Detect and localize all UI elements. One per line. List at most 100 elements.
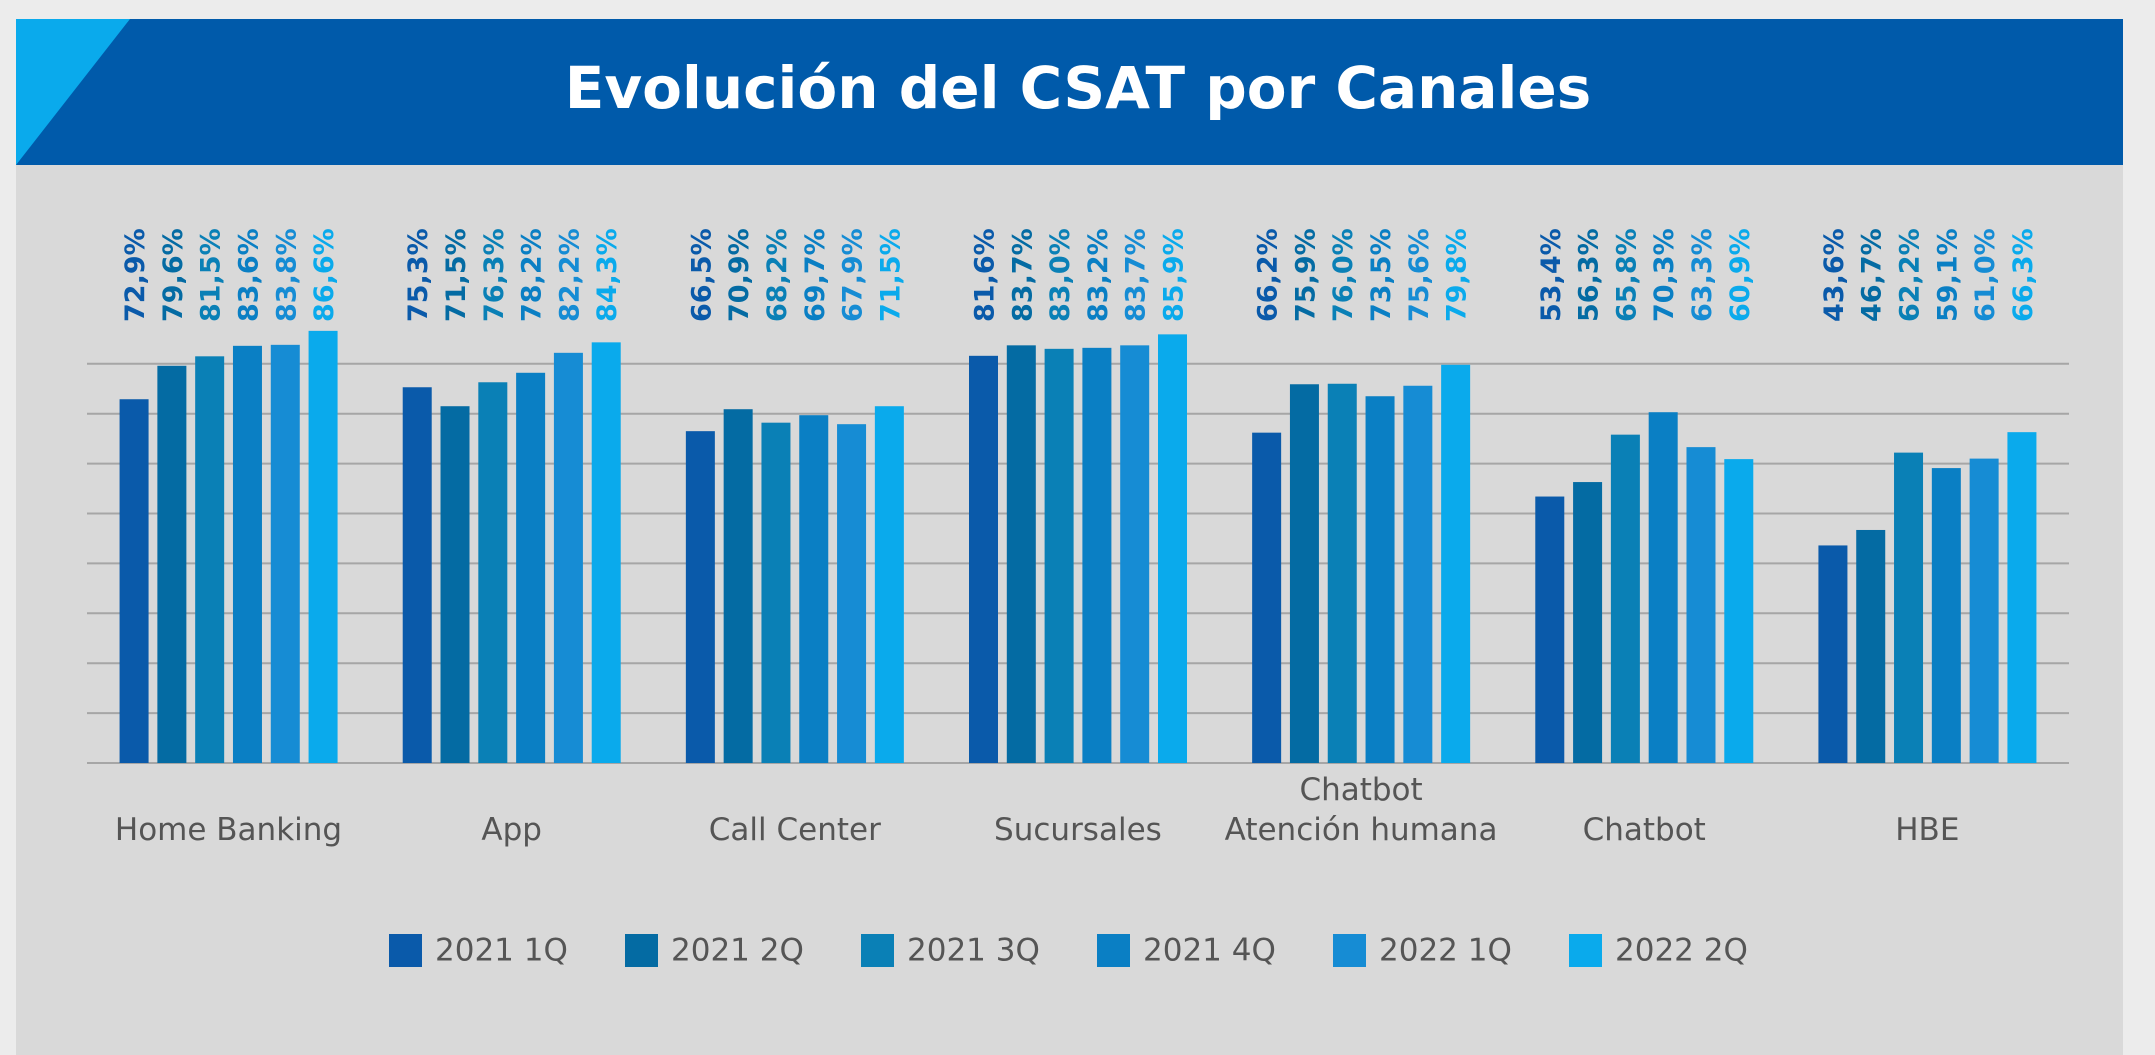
value-label: 76,3%: [479, 228, 510, 322]
legend-label: 2021 1Q: [435, 933, 568, 969]
bar: [1686, 447, 1716, 763]
bar: [1648, 412, 1678, 763]
bar: [1894, 452, 1924, 763]
bar: [723, 409, 753, 763]
value-label: 76,0%: [1328, 228, 1359, 322]
bar: [478, 382, 508, 763]
bar: [874, 406, 904, 763]
value-label: 63,3%: [1687, 228, 1718, 322]
bar: [1365, 396, 1395, 763]
value-label: 75,6%: [1404, 228, 1435, 322]
value-label: 71,5%: [875, 228, 906, 322]
value-label: 81,5%: [196, 228, 227, 322]
value-label: 60,9%: [1725, 228, 1756, 322]
bar: [440, 406, 470, 763]
bar: [1573, 482, 1603, 763]
value-label: 56,3%: [1574, 228, 1605, 322]
value-label: 66,5%: [686, 228, 717, 322]
bar: [232, 345, 262, 763]
bar: [1252, 432, 1282, 763]
x-tick-label: App: [481, 812, 542, 848]
legend-label: 2021 2Q: [671, 933, 804, 969]
value-label: 69,7%: [800, 228, 831, 322]
value-label: 78,2%: [517, 228, 548, 322]
chart-title: Evolución del CSAT por Canales: [565, 54, 1592, 122]
value-label: 61,0%: [1970, 228, 2001, 322]
legend-swatch: [625, 934, 658, 967]
value-label: 65,8%: [1611, 228, 1642, 322]
bar: [1818, 545, 1848, 763]
legend-swatch: [1569, 934, 1602, 967]
bar: [591, 342, 621, 763]
bar: [1724, 459, 1754, 763]
bar: [1931, 468, 1961, 763]
value-label: 70,3%: [1649, 228, 1680, 322]
bar: [553, 352, 583, 763]
x-tick-label: HBE: [1895, 812, 1960, 848]
bar: [195, 356, 225, 763]
legend-swatch: [1097, 934, 1130, 967]
value-label: 83,8%: [271, 228, 302, 322]
value-label: 66,3%: [2008, 228, 2039, 322]
value-label: 67,9%: [838, 228, 869, 322]
x-tick-label: Home Banking: [114, 812, 343, 848]
bar: [1120, 345, 1150, 763]
x-tick-label: Chatbot Atención humana: [1224, 772, 1498, 848]
value-label: 82,2%: [554, 228, 585, 322]
bar: [837, 424, 867, 763]
x-tick-label: Call Center: [708, 812, 881, 848]
value-label: 62,2%: [1895, 228, 1926, 322]
value-label: 59,1%: [1932, 228, 1963, 322]
bar: [799, 415, 829, 763]
bar: [1441, 364, 1471, 763]
legend-label: 2021 4Q: [1143, 933, 1276, 969]
value-label: 68,2%: [762, 228, 793, 322]
bar: [969, 355, 998, 763]
value-label: 71,5%: [441, 228, 472, 322]
bar: [157, 365, 187, 763]
value-label: 85,9%: [1159, 228, 1190, 322]
legend-swatch: [861, 934, 894, 967]
bar: [1856, 529, 1886, 763]
value-label: 70,9%: [724, 228, 755, 322]
value-label: 86,6%: [309, 228, 340, 322]
legend-swatch: [1333, 934, 1366, 967]
value-label: 79,6%: [158, 228, 189, 322]
value-label: 53,4%: [1536, 228, 1567, 322]
bar: [1158, 334, 1187, 763]
bar: [270, 344, 300, 763]
value-label: 83,2%: [1083, 228, 1114, 322]
value-label: 83,7%: [1121, 228, 1152, 322]
value-label: 81,6%: [970, 228, 1001, 322]
legend-label: 2021 3Q: [907, 933, 1040, 969]
bar: [516, 372, 546, 763]
bar: [685, 431, 715, 763]
value-label: 75,3%: [403, 228, 434, 322]
value-label: 66,2%: [1253, 228, 1284, 322]
bar: [1535, 496, 1565, 763]
bar: [308, 330, 338, 763]
value-label: 83,7%: [1007, 228, 1038, 322]
value-label: 83,6%: [233, 228, 264, 322]
value-label: 83,0%: [1045, 228, 1076, 322]
bar: [1289, 384, 1319, 763]
header-accent: [16, 19, 130, 165]
value-label: 79,8%: [1442, 228, 1473, 322]
value-label: 46,7%: [1857, 228, 1888, 322]
header: [16, 19, 2123, 165]
legend-label: 2022 1Q: [1379, 933, 1512, 969]
bar: [1969, 458, 1999, 763]
bar: [1327, 383, 1357, 763]
bar: [2007, 432, 2037, 763]
value-label: 75,9%: [1290, 228, 1321, 322]
bar: [119, 399, 149, 763]
value-label: 73,5%: [1366, 228, 1397, 322]
x-tick-label: Chatbot: [1582, 812, 1706, 848]
legend-label: 2022 2Q: [1615, 933, 1748, 969]
legend-swatch: [389, 934, 422, 967]
value-label: 72,9%: [120, 228, 151, 322]
value-label: 84,3%: [592, 228, 623, 322]
bar: [402, 387, 432, 763]
